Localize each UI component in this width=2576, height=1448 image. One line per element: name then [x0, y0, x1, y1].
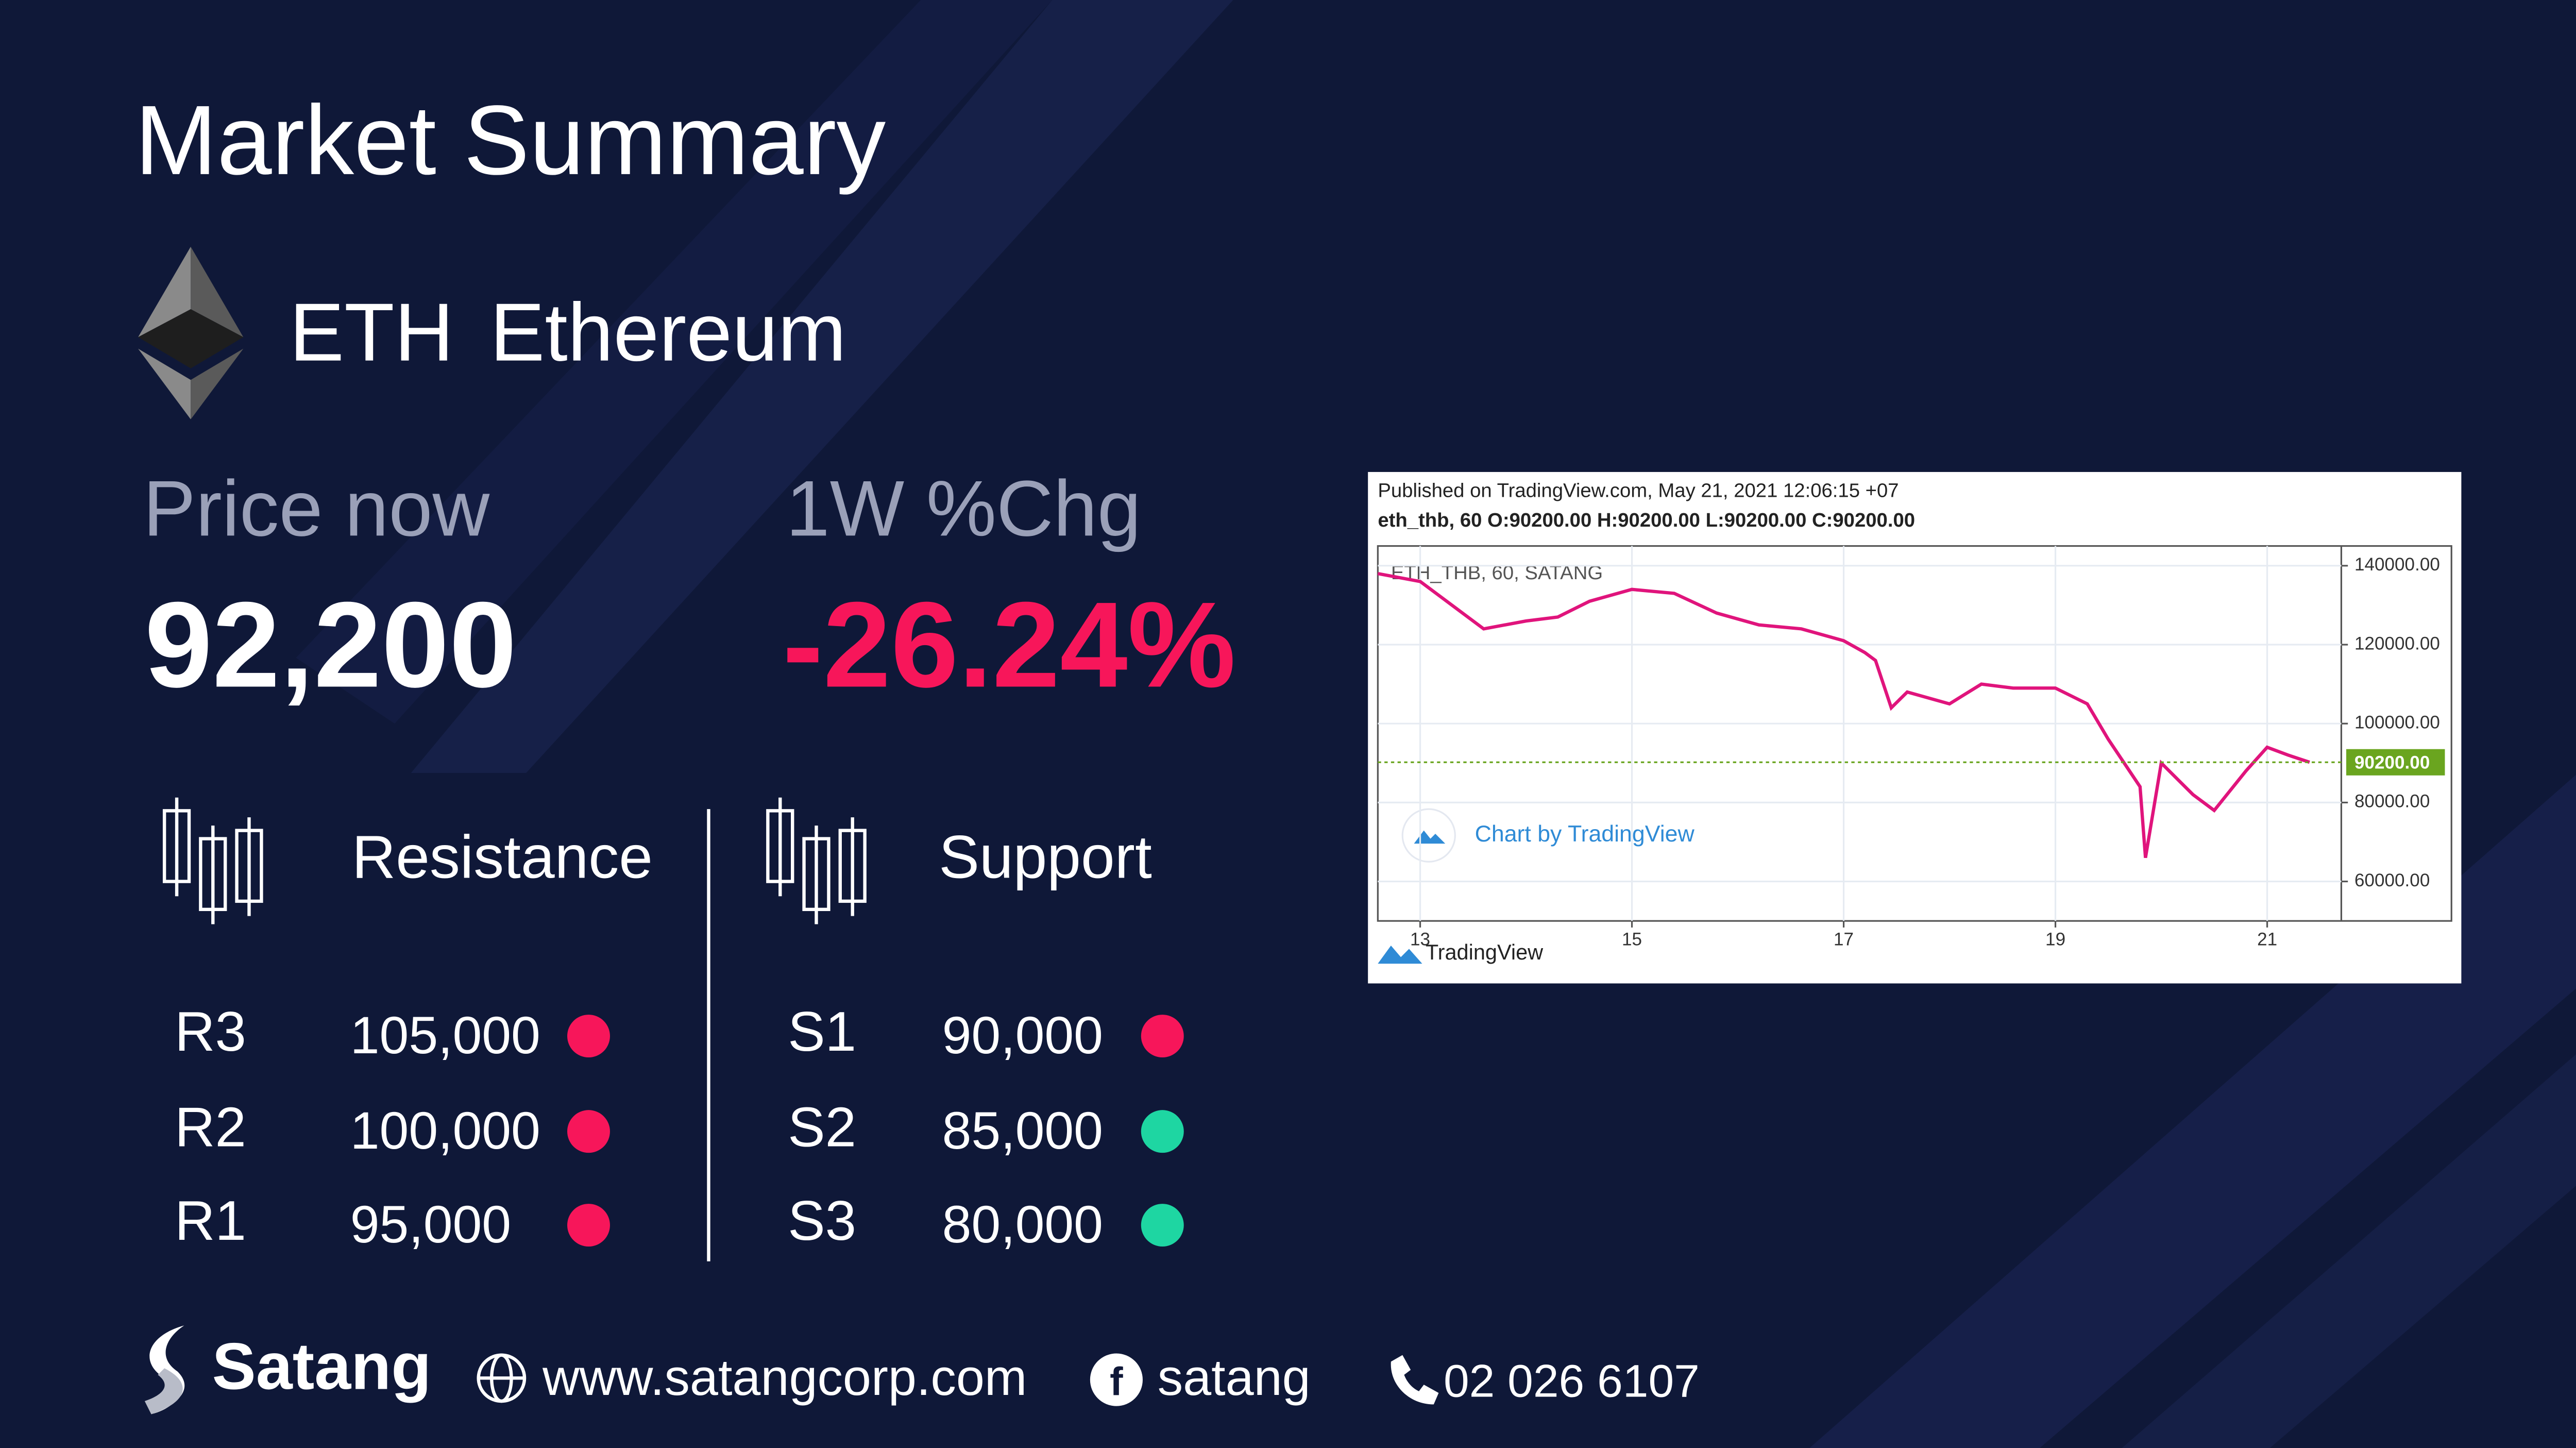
watermark-icon — [1401, 808, 1456, 863]
watermark: Chart by TradingView — [1475, 821, 1695, 847]
x-tick-label: 21 — [2257, 930, 2277, 950]
decor-stripe — [411, 0, 1233, 773]
footer-facebook: satang — [1158, 1349, 1311, 1406]
level-name: R3 — [175, 1000, 246, 1063]
price-line — [1377, 572, 2310, 858]
chart-background — [1368, 472, 2462, 984]
y-tick-label: 80000.00 — [2354, 792, 2430, 812]
level-dot — [1141, 1204, 1184, 1247]
facebook-icon: f — [1110, 1360, 1123, 1404]
level-name: S1 — [788, 1000, 856, 1063]
title: Market Summary — [135, 85, 886, 195]
x-tick-label: 13 — [1410, 930, 1430, 950]
x-tick-label: 15 — [1622, 930, 1642, 950]
level-name: R1 — [175, 1189, 246, 1252]
candle-icon — [162, 797, 263, 924]
x-tick-label: 17 — [1834, 930, 1854, 950]
price-label: Price now — [143, 464, 490, 552]
footer-phone: 02 026 6107 — [1444, 1355, 1700, 1407]
asset-name: Ethereum — [490, 287, 846, 378]
footer-brand: Satang — [212, 1329, 432, 1403]
level-value: 90,000 — [942, 1006, 1103, 1065]
level-value: 95,000 — [350, 1195, 511, 1254]
y-tick-label: 60000.00 — [2354, 870, 2430, 890]
asset-symbol: ETH — [290, 287, 454, 378]
levels: R3 105,000 R2 100,000 R1 95,000 S1 90,000 S2 85,0… — [175, 1000, 1184, 1254]
eth-logo — [138, 246, 244, 419]
level-value: 100,000 — [350, 1101, 540, 1160]
x-tick-label: 19 — [2045, 930, 2065, 950]
phone-icon — [1391, 1355, 1439, 1405]
footer-website: www.satangcorp.com — [542, 1349, 1027, 1406]
chart-subtitle: eth_thb, 60 O:90200.00 H:90200.00 L:9020… — [1378, 509, 1915, 531]
resistance-label: Resistance — [352, 823, 653, 891]
level-dot — [567, 1015, 610, 1058]
level-value: 85,000 — [942, 1101, 1103, 1160]
y-tick-label: 120000.00 — [2354, 633, 2440, 653]
level-dot — [1141, 1110, 1184, 1153]
chart-brand: TradingView — [1426, 940, 1544, 964]
plot-frame — [1377, 545, 2452, 922]
level-dot — [1141, 1015, 1184, 1058]
change-label: 1W %Chg — [786, 464, 1141, 552]
chart-title: Published on TradingView.com, May 21, 20… — [1378, 479, 1899, 501]
globe-icon — [477, 1353, 527, 1403]
watermark-icon — [1414, 830, 1446, 844]
last-price-label: 90200.00 — [2354, 753, 2430, 773]
level-value: 105,000 — [350, 1006, 540, 1065]
y-tick-label: 140000.00 — [2354, 554, 2440, 575]
price-value: 92,200 — [145, 577, 517, 713]
candle-icon — [766, 797, 867, 924]
facebook-icon — [1090, 1353, 1143, 1406]
level-name: R2 — [175, 1096, 246, 1158]
decor-stripe — [296, 0, 1053, 724]
chart-panel: Published on TradingView.com, May 21, 20… — [1368, 472, 2462, 984]
level-dot — [567, 1204, 610, 1247]
level-dot — [567, 1110, 610, 1153]
support-label: Support — [939, 823, 1152, 891]
change-value: -26.24% — [783, 577, 1236, 713]
y-tick-label: 100000.00 — [2354, 712, 2440, 732]
brand-icon — [1378, 946, 1422, 964]
level-value: 80,000 — [942, 1195, 1103, 1254]
level-name: S2 — [788, 1096, 856, 1158]
last-price-tag — [2346, 749, 2445, 776]
satang-logo — [144, 1325, 185, 1415]
level-name: S3 — [788, 1189, 856, 1252]
